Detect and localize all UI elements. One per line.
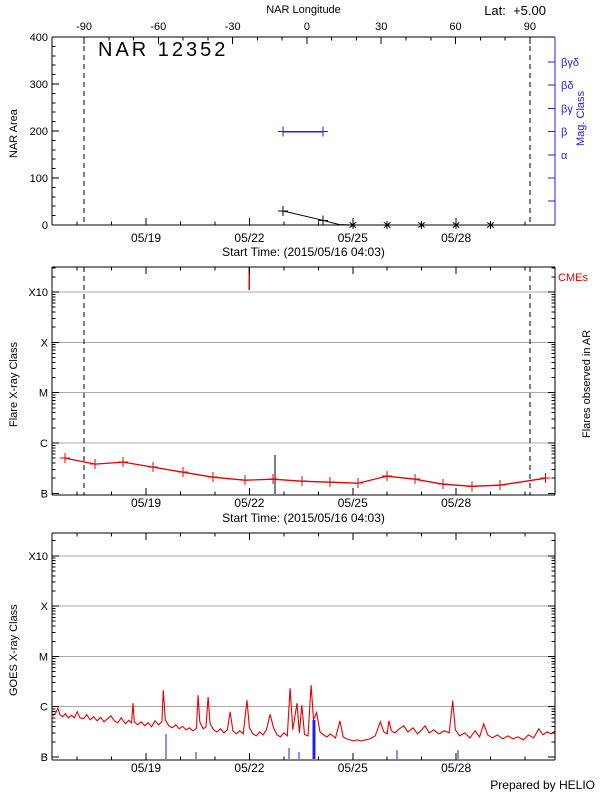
svg-text:β: β [561, 127, 567, 139]
svg-text:-60: -60 [150, 21, 166, 33]
svg-text:βδ: βδ [561, 80, 573, 92]
svg-text:0: 0 [42, 220, 48, 232]
svg-text:100: 100 [30, 173, 48, 185]
svg-text:βγδ: βγδ [561, 57, 579, 69]
svg-text:-30: -30 [225, 21, 241, 33]
svg-text:M: M [39, 388, 48, 400]
longitude-axis-title: NAR Longitude [266, 4, 341, 16]
svg-text:05/25: 05/25 [338, 231, 368, 245]
svg-text:30: 30 [375, 21, 387, 33]
svg-text:05/19: 05/19 [131, 231, 161, 245]
svg-text:X10: X10 [28, 551, 48, 563]
svg-text:B: B [41, 752, 48, 764]
svg-text:400: 400 [30, 32, 48, 44]
flares-observed-label: Flares observed in AR [581, 329, 593, 438]
svg-text:M: M [39, 651, 48, 663]
svg-text:X10: X10 [28, 287, 48, 299]
cmes-label: CMEs [558, 272, 588, 284]
start-time-label-top: Start Time: (2015/05/16 04:03) [222, 245, 385, 259]
svg-text:05/19: 05/19 [131, 496, 161, 510]
mag-class-axis-label: Mag. Class [575, 90, 587, 146]
svg-text:X: X [41, 337, 49, 349]
flare-xray-axis-label: Flare X-ray Class [8, 342, 20, 427]
svg-text:C: C [40, 438, 48, 450]
svg-text:-90: -90 [76, 21, 92, 33]
svg-text:05/22: 05/22 [234, 496, 264, 510]
svg-text:200: 200 [30, 126, 48, 138]
latitude-label: Lat: +5.00 [484, 3, 546, 18]
svg-text:05/28: 05/28 [441, 761, 471, 775]
svg-text:05/22: 05/22 [234, 231, 264, 245]
goes-xray-axis-label: GOES X-ray Class [8, 604, 20, 696]
svg-text:05/22: 05/22 [234, 761, 264, 775]
svg-text:05/25: 05/25 [338, 496, 368, 510]
svg-text:60: 60 [449, 21, 461, 33]
prepared-by-credit: Prepared by HELIO [490, 778, 595, 792]
svg-text:90: 90 [524, 21, 536, 33]
svg-text:05/19: 05/19 [131, 761, 161, 775]
svg-text:05/28: 05/28 [441, 231, 471, 245]
svg-text:βγ: βγ [561, 103, 573, 115]
svg-text:α: α [561, 150, 568, 162]
svg-text:C: C [40, 702, 48, 714]
svg-text:B: B [41, 488, 48, 500]
svg-text:X: X [41, 601, 49, 613]
active-region-title: NAR 12352 [98, 39, 229, 61]
nar-area-axis-label: NAR Area [8, 109, 20, 158]
svg-text:300: 300 [30, 79, 48, 91]
svg-text:0: 0 [304, 21, 310, 33]
start-time-label-middle: Start Time: (2015/05/16 04:03) [222, 511, 385, 525]
svg-text:05/25: 05/25 [338, 761, 368, 775]
svg-text:05/28: 05/28 [441, 496, 471, 510]
